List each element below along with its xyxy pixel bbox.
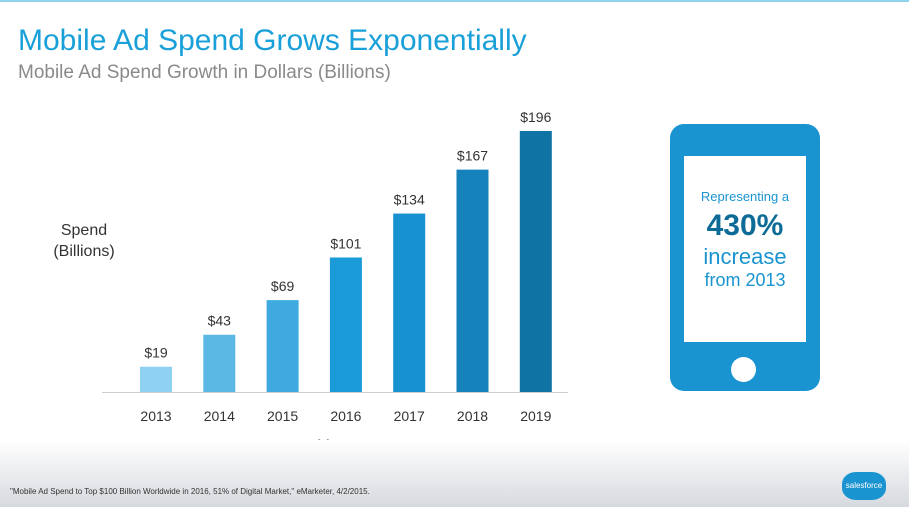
data-label-2013: $19	[144, 345, 168, 361]
y-axis-label-line-1: Spend	[60, 222, 108, 239]
bar-2016	[329, 257, 362, 392]
callout-line-1: Representing a	[700, 189, 790, 204]
phone-graphic: Representing a 430% increase from 2013	[670, 124, 820, 391]
bar-2013	[140, 366, 172, 392]
bar-2014	[203, 334, 236, 392]
slide-title: Mobile Ad Spend Grows Exponentially	[18, 24, 527, 57]
bar-2015	[266, 300, 299, 392]
callout-line-3: increase	[703, 244, 787, 269]
x-tick-2015: 2015	[267, 408, 298, 424]
data-label-2014: $43	[208, 313, 232, 329]
source-footnote: "Mobile Ad Spend to Top $100 Billion Wor…	[10, 487, 370, 496]
x-tick-2019: 2019	[520, 408, 551, 424]
callout-line-4: from 2013	[704, 270, 786, 290]
x-tick-2014: 2014	[204, 408, 235, 424]
x-tick-2013: 2013	[140, 408, 171, 424]
slide-subtitle: Mobile Ad Spend Growth in Dollars (Billi…	[18, 62, 391, 83]
y-axis-label: Spend (Billions)	[44, 220, 124, 262]
logo-text: salesforce	[845, 481, 883, 490]
salesforce-logo: salesforce	[842, 472, 886, 500]
y-axis-label-line-2: (Billions)	[53, 243, 115, 260]
data-label-2019: $196	[520, 109, 551, 125]
data-label-2015: $69	[271, 278, 295, 294]
bar-2018	[456, 169, 489, 392]
footer-band	[0, 440, 909, 507]
growth-callout: Representing a 430% increase from 2013	[684, 189, 806, 291]
data-label-2016: $101	[330, 236, 361, 252]
bar-2019	[519, 131, 552, 392]
data-label-2017: $134	[394, 192, 425, 208]
bar-2017	[393, 213, 426, 392]
x-tick-2016: 2016	[330, 408, 361, 424]
phone-home-button-icon	[731, 357, 756, 382]
top-rule	[0, 0, 909, 2]
callout-percent: 430%	[706, 209, 784, 242]
data-label-2018: $167	[457, 148, 488, 164]
x-tick-2017: 2017	[394, 408, 425, 424]
x-tick-2018: 2018	[457, 408, 488, 424]
phone-screen: Representing a 430% increase from 2013	[684, 156, 806, 342]
